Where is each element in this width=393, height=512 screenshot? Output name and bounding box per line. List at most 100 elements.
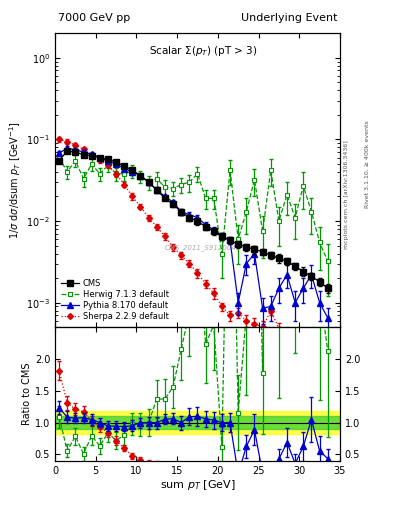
Sherpa 2.2.9 default (89, 152, 94, 158)
Sherpa 2.2.9 default (260, 324, 265, 330)
Sherpa 2.2.9 default (163, 233, 167, 240)
Line: Herwig 7.1.3 default: Herwig 7.1.3 default (57, 155, 330, 264)
Sherpa 2.2.9 default (268, 308, 273, 314)
Sherpa 2.2.9 default (301, 342, 306, 348)
Herwig 7.1.3 default (106, 162, 110, 168)
CMS (195, 218, 200, 224)
Herwig 7.1.3 default (89, 161, 94, 167)
Pythia 8.170 default (187, 211, 192, 218)
CMS (301, 268, 306, 274)
CMS (163, 195, 167, 201)
Herwig 7.1.3 default (195, 170, 200, 177)
CMS (138, 173, 143, 179)
Sherpa 2.2.9 default (220, 303, 224, 309)
Pythia 8.170 default (309, 272, 314, 278)
Herwig 7.1.3 default (154, 176, 159, 182)
Herwig 7.1.3 default (325, 259, 330, 265)
Herwig 7.1.3 default (211, 195, 216, 201)
Text: CMS_2011_S9120041: CMS_2011_S9120041 (165, 244, 241, 251)
CMS (89, 153, 94, 159)
Herwig 7.1.3 default (317, 239, 322, 245)
Pythia 8.170 default (171, 199, 175, 205)
CMS (122, 163, 127, 169)
Line: CMS: CMS (56, 148, 331, 291)
Pythia 8.170 default (236, 300, 241, 306)
Herwig 7.1.3 default (73, 158, 78, 164)
Herwig 7.1.3 default (252, 177, 257, 183)
CMS (81, 152, 86, 158)
Sherpa 2.2.9 default (65, 139, 70, 145)
Pythia 8.170 default (106, 158, 110, 164)
CMS (228, 237, 232, 243)
Sherpa 2.2.9 default (97, 157, 102, 163)
Herwig 7.1.3 default (220, 250, 224, 257)
Pythia 8.170 default (65, 145, 70, 152)
CMS (154, 187, 159, 193)
Pythia 8.170 default (203, 222, 208, 228)
Herwig 7.1.3 default (57, 155, 61, 161)
Sherpa 2.2.9 default (106, 162, 110, 168)
Pythia 8.170 default (220, 233, 224, 240)
Herwig 7.1.3 default (277, 218, 281, 224)
Sherpa 2.2.9 default (203, 281, 208, 287)
CMS (317, 279, 322, 285)
Sherpa 2.2.9 default (187, 261, 192, 267)
Pythia 8.170 default (179, 209, 184, 215)
Sherpa 2.2.9 default (252, 321, 257, 327)
Sherpa 2.2.9 default (211, 290, 216, 296)
CMS (146, 179, 151, 185)
Legend: CMS, Herwig 7.1.3 default, Pythia 8.170 default, Sherpa 2.2.9 default: CMS, Herwig 7.1.3 default, Pythia 8.170 … (59, 278, 170, 323)
Sherpa 2.2.9 default (73, 142, 78, 148)
Sherpa 2.2.9 default (277, 326, 281, 332)
Text: Scalar $\Sigma(p_T)$ (pT > 3): Scalar $\Sigma(p_T)$ (pT > 3) (149, 44, 257, 57)
Y-axis label: Ratio to CMS: Ratio to CMS (22, 362, 32, 425)
Sherpa 2.2.9 default (309, 349, 314, 355)
X-axis label: sum $p_T$ [GeV]: sum $p_T$ [GeV] (160, 478, 235, 493)
Pythia 8.170 default (73, 146, 78, 153)
Pythia 8.170 default (325, 315, 330, 321)
CMS (73, 149, 78, 155)
Sherpa 2.2.9 default (179, 252, 184, 259)
CMS (211, 228, 216, 234)
Pythia 8.170 default (277, 285, 281, 291)
CMS (309, 273, 314, 280)
Pythia 8.170 default (138, 173, 143, 179)
Pythia 8.170 default (81, 149, 86, 155)
CMS (277, 255, 281, 261)
Pythia 8.170 default (195, 215, 200, 221)
Herwig 7.1.3 default (65, 169, 70, 175)
Herwig 7.1.3 default (260, 228, 265, 234)
Text: 7000 GeV pp: 7000 GeV pp (58, 13, 130, 23)
Sherpa 2.2.9 default (114, 170, 118, 177)
CMS (285, 259, 289, 265)
Pythia 8.170 default (228, 237, 232, 243)
Herwig 7.1.3 default (122, 170, 127, 177)
Herwig 7.1.3 default (228, 167, 232, 173)
CMS (293, 263, 298, 269)
Pythia 8.170 default (268, 303, 273, 309)
Herwig 7.1.3 default (309, 209, 314, 215)
Text: Underlying Event: Underlying Event (241, 13, 337, 23)
Herwig 7.1.3 default (293, 215, 298, 221)
Herwig 7.1.3 default (179, 181, 184, 187)
Herwig 7.1.3 default (301, 183, 306, 189)
CMS (65, 148, 70, 154)
Pythia 8.170 default (285, 272, 289, 278)
CMS (260, 249, 265, 255)
Sherpa 2.2.9 default (228, 312, 232, 318)
Pythia 8.170 default (154, 187, 159, 193)
CMS (236, 241, 241, 247)
Pythia 8.170 default (146, 179, 151, 185)
Herwig 7.1.3 default (236, 236, 241, 242)
Pythia 8.170 default (301, 285, 306, 291)
Herwig 7.1.3 default (114, 170, 118, 177)
Sherpa 2.2.9 default (122, 181, 127, 187)
Sherpa 2.2.9 default (154, 224, 159, 230)
Herwig 7.1.3 default (244, 209, 249, 215)
CMS (57, 158, 61, 164)
Sherpa 2.2.9 default (57, 136, 61, 142)
Pythia 8.170 default (293, 300, 298, 306)
Sherpa 2.2.9 default (236, 310, 241, 316)
Herwig 7.1.3 default (97, 170, 102, 177)
Text: Rivet 3.1.10, ≥ 400k events: Rivet 3.1.10, ≥ 400k events (365, 120, 370, 208)
